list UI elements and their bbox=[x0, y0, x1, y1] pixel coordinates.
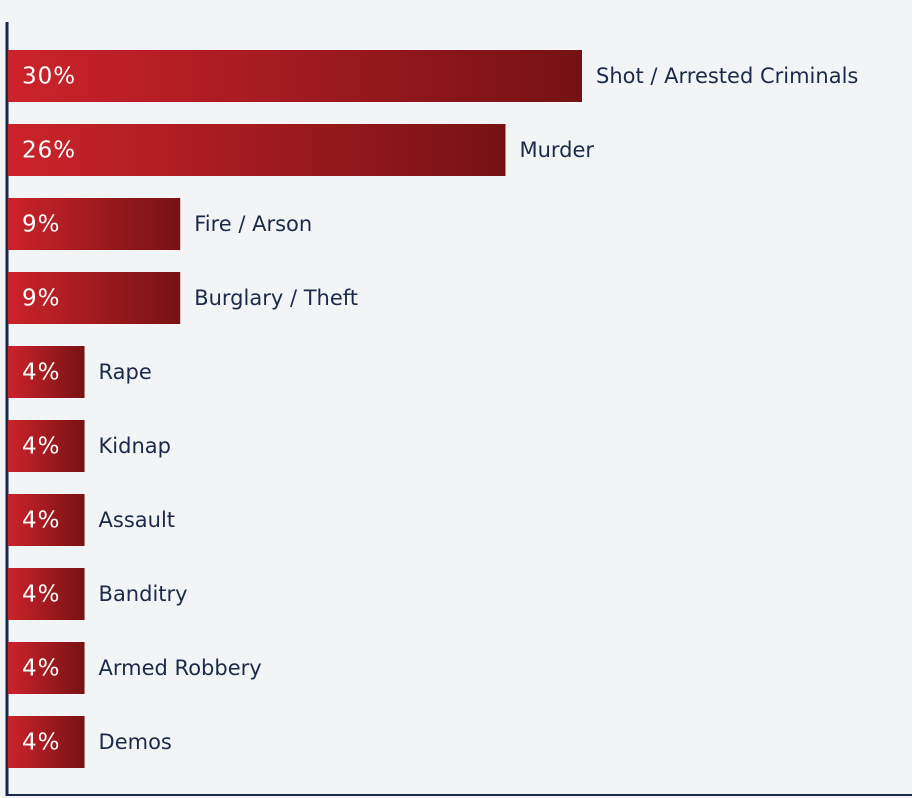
value-label: 4% bbox=[22, 656, 61, 682]
bar bbox=[8, 494, 85, 546]
category-label: Burglary / Theft bbox=[194, 286, 358, 310]
category-label: Shot / Arrested Criminals bbox=[596, 64, 858, 88]
bar bbox=[8, 198, 181, 250]
value-label: 4% bbox=[22, 730, 61, 756]
bar bbox=[8, 420, 85, 472]
bar bbox=[8, 346, 85, 398]
category-label: Fire / Arson bbox=[194, 212, 312, 236]
category-label: Assault bbox=[99, 508, 175, 532]
category-label: Rape bbox=[99, 360, 152, 384]
value-label: 26% bbox=[22, 138, 76, 164]
bar bbox=[8, 124, 506, 176]
value-label: 9% bbox=[22, 286, 61, 312]
bar bbox=[8, 568, 85, 620]
bar bbox=[8, 716, 85, 768]
bar bbox=[8, 50, 582, 102]
value-label: 4% bbox=[22, 434, 61, 460]
value-label: 4% bbox=[22, 508, 61, 534]
value-label: 4% bbox=[22, 360, 61, 386]
category-label: Kidnap bbox=[99, 434, 171, 458]
value-label: 30% bbox=[22, 64, 76, 90]
value-label: 4% bbox=[22, 582, 61, 608]
category-label: Banditry bbox=[99, 582, 188, 606]
category-label: Murder bbox=[519, 138, 594, 162]
category-label: Armed Robbery bbox=[99, 656, 262, 680]
category-label: Demos bbox=[99, 730, 172, 754]
value-label: 9% bbox=[22, 212, 61, 238]
bar bbox=[8, 272, 181, 324]
bar bbox=[8, 642, 85, 694]
